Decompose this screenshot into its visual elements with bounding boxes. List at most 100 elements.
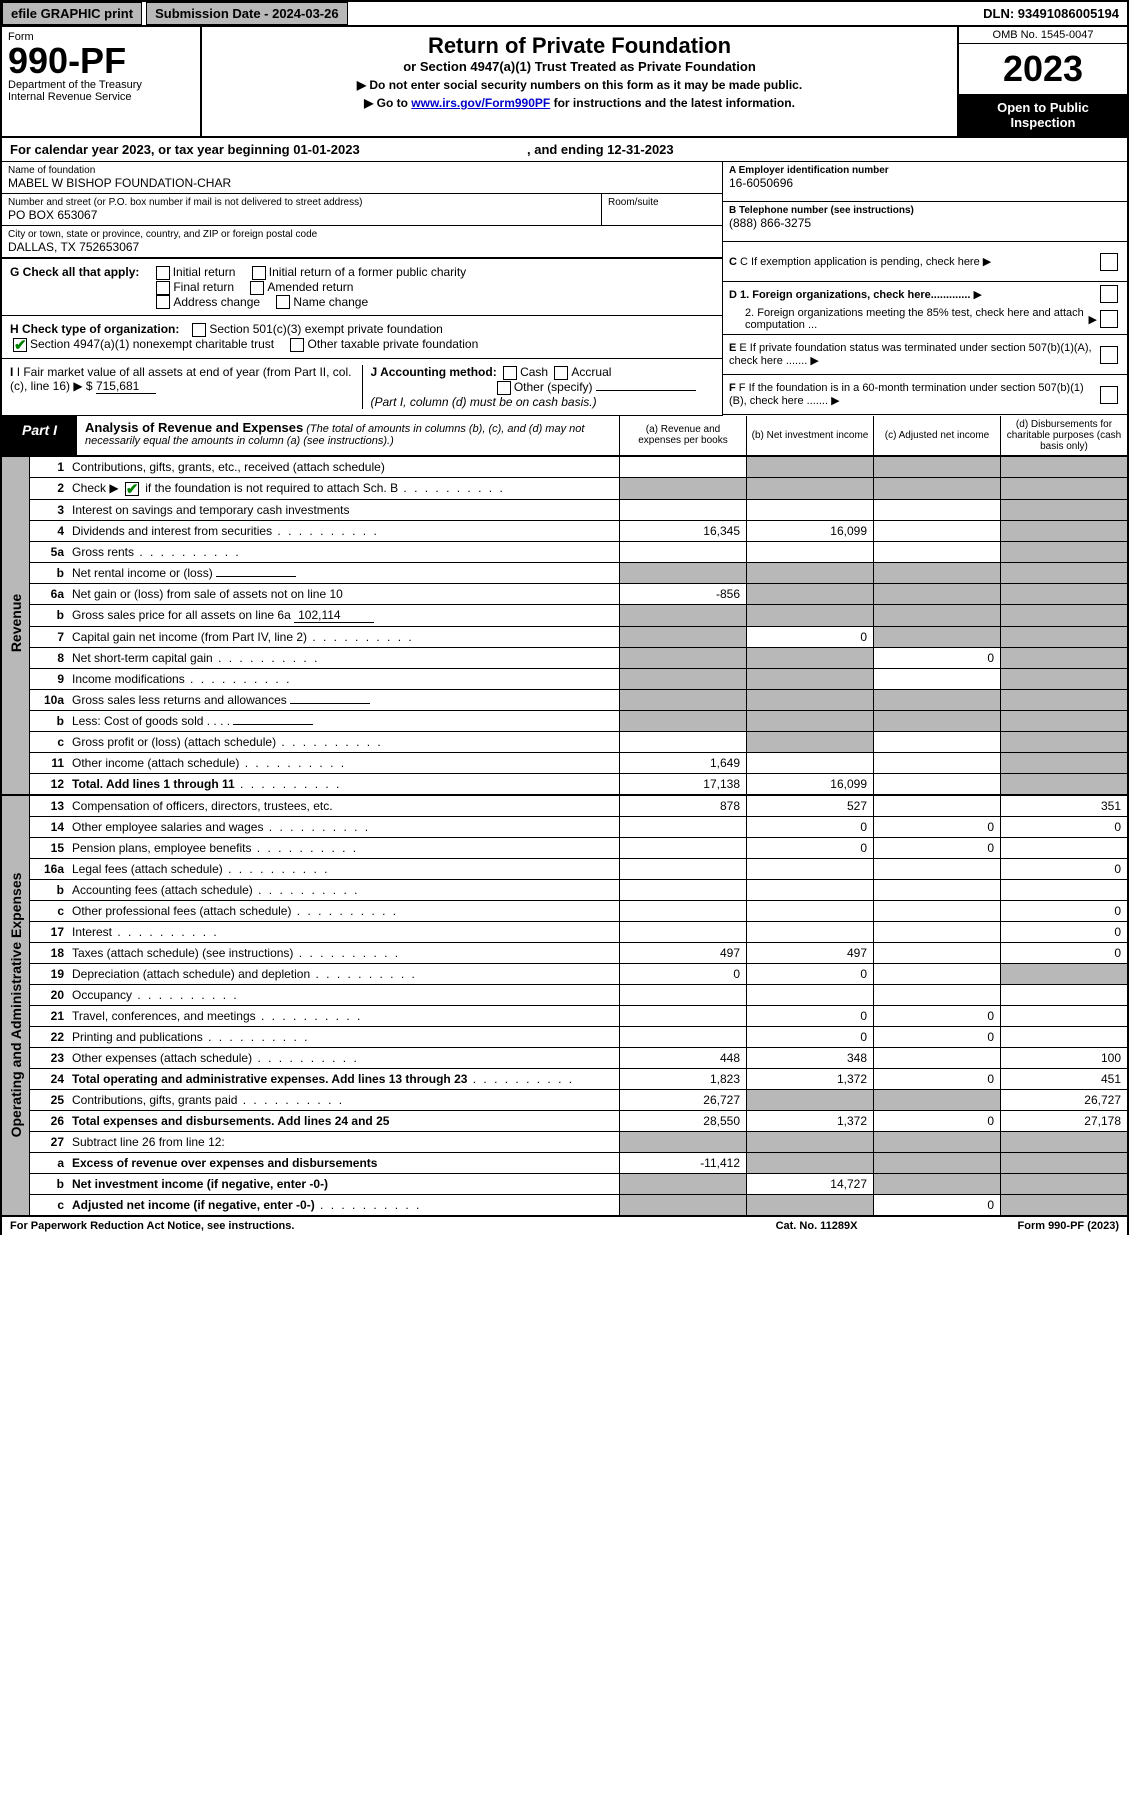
row-27: Subtract line 26 from line 12: — [68, 1132, 619, 1152]
fmv-value: 715,681 — [96, 379, 156, 394]
cash-checkbox[interactable] — [503, 366, 517, 380]
row-21: Travel, conferences, and meetings — [68, 1006, 619, 1026]
row-5b: Net rental income or (loss) — [68, 563, 619, 583]
ssn-note: ▶ Do not enter social security numbers o… — [212, 78, 947, 92]
other-taxable-checkbox[interactable] — [290, 338, 304, 352]
accrual-checkbox[interactable] — [554, 366, 568, 380]
col-a-header: (a) Revenue and expenses per books — [619, 416, 746, 455]
row-16c: Other professional fees (attach schedule… — [68, 901, 619, 921]
row-10c: Gross profit or (loss) (attach schedule) — [68, 732, 619, 752]
form-title: Return of Private Foundation — [212, 33, 947, 59]
col-b-header: (b) Net investment income — [746, 416, 873, 455]
row-6a: Net gain or (loss) from sale of assets n… — [68, 584, 619, 604]
dln: DLN: 93491086005194 — [975, 3, 1127, 24]
street-address: PO BOX 653067 — [8, 208, 595, 222]
cat-no: Cat. No. 11289X — [776, 1220, 858, 1232]
row-7: Capital gain net income (from Part IV, l… — [68, 627, 619, 647]
row-16a: Legal fees (attach schedule) — [68, 859, 619, 879]
tax-year: 2023 — [959, 44, 1127, 94]
row-23: Other expenses (attach schedule) — [68, 1048, 619, 1068]
col-d-header: (d) Disbursements for charitable purpose… — [1000, 416, 1127, 455]
irs-link[interactable]: www.irs.gov/Form990PF — [411, 96, 550, 110]
row-4: Dividends and interest from securities — [68, 521, 619, 541]
501c3-checkbox[interactable] — [192, 323, 206, 337]
open-to-public: Open to Public Inspection — [959, 94, 1127, 136]
address-change-checkbox[interactable] — [156, 295, 170, 309]
other-method-checkbox[interactable] — [497, 381, 511, 395]
row-15: Pension plans, employee benefits — [68, 838, 619, 858]
expenses-section: Operating and Administrative Expenses 13… — [0, 796, 1129, 1217]
section-g: G Check all that apply: Initial return I… — [2, 258, 722, 315]
row-9: Income modifications — [68, 669, 619, 689]
page-footer: For Paperwork Reduction Act Notice, see … — [0, 1217, 1129, 1235]
row-17: Interest — [68, 922, 619, 942]
initial-return-checkbox[interactable] — [156, 266, 170, 280]
section-h: H Check type of organization: Section 50… — [2, 315, 722, 358]
section-f: F F If the foundation is in a 60-month t… — [729, 382, 1097, 407]
form-ref: Form 990-PF (2023) — [1018, 1220, 1120, 1232]
city-label: City or town, state or province, country… — [8, 229, 716, 240]
expenses-vtab: Operating and Administrative Expenses — [8, 872, 24, 1137]
phone-label: B Telephone number (see instructions) — [729, 205, 914, 216]
row-10a: Gross sales less returns and allowances — [68, 690, 619, 710]
row-10b: Less: Cost of goods sold . . . . — [68, 711, 619, 731]
foundation-name: MABEL W BISHOP FOUNDATION-CHAR — [8, 176, 716, 190]
terminated-checkbox[interactable] — [1100, 346, 1118, 364]
row-24: Total operating and administrative expen… — [68, 1069, 619, 1089]
part1-header: Part I Analysis of Revenue and Expenses … — [0, 416, 1129, 457]
row-5a: Gross rents — [68, 542, 619, 562]
section-d1: D 1. Foreign organizations, check here..… — [729, 289, 970, 301]
section-i: I I Fair market value of all assets at e… — [10, 365, 362, 409]
dept-irs: Internal Revenue Service — [8, 91, 194, 103]
form-header: Form 990-PF Department of the Treasury I… — [0, 27, 1129, 138]
paperwork-notice: For Paperwork Reduction Act Notice, see … — [10, 1220, 294, 1232]
calendar-year-line: For calendar year 2023, or tax year begi… — [0, 138, 1129, 162]
row-12: Total. Add lines 1 through 11 — [68, 774, 619, 794]
exemption-pending-checkbox[interactable] — [1100, 253, 1118, 271]
initial-former-checkbox[interactable] — [252, 266, 266, 280]
row-3: Interest on savings and temporary cash i… — [68, 500, 619, 520]
row-20: Occupancy — [68, 985, 619, 1005]
ein-label: A Employer identification number — [729, 165, 889, 176]
row-27a: Excess of revenue over expenses and disb… — [68, 1153, 619, 1173]
row-2: Check ▶ if the foundation is not require… — [68, 478, 619, 499]
section-e: E E If private foundation status was ter… — [729, 342, 1097, 367]
amended-return-checkbox[interactable] — [250, 281, 264, 295]
part1-tag: Part I — [2, 416, 77, 455]
room-label: Room/suite — [608, 197, 716, 208]
dept-treasury: Department of the Treasury — [8, 79, 194, 91]
row-27b: Net investment income (if negative, ente… — [68, 1174, 619, 1194]
60month-checkbox[interactable] — [1100, 386, 1118, 404]
row-1: Contributions, gifts, grants, etc., rece… — [68, 457, 619, 477]
row-25: Contributions, gifts, grants paid — [68, 1090, 619, 1110]
phone: (888) 866-3275 — [729, 216, 1121, 230]
section-j: J Accounting method: Cash Accrual Other … — [362, 365, 715, 409]
row-11: Other income (attach schedule) — [68, 753, 619, 773]
efile-print-button[interactable]: efile GRAPHIC print — [2, 2, 142, 25]
row-27c: Adjusted net income (if negative, enter … — [68, 1195, 619, 1215]
submission-date: Submission Date - 2024-03-26 — [146, 2, 348, 25]
col-c-header: (c) Adjusted net income — [873, 416, 1000, 455]
row-8: Net short-term capital gain — [68, 648, 619, 668]
85pct-test-checkbox[interactable] — [1100, 310, 1118, 328]
revenue-section: Revenue 1Contributions, gifts, grants, e… — [0, 457, 1129, 796]
row-19: Depreciation (attach schedule) and deple… — [68, 964, 619, 984]
foreign-org-checkbox[interactable] — [1100, 285, 1118, 303]
addr-label: Number and street (or P.O. box number if… — [8, 197, 595, 208]
city-state-zip: DALLAS, TX 752653067 — [8, 240, 716, 254]
form-subtitle: or Section 4947(a)(1) Trust Treated as P… — [212, 59, 947, 74]
row-14: Other employee salaries and wages — [68, 817, 619, 837]
section-c-text: C If exemption application is pending, c… — [740, 256, 980, 268]
row-6b: Gross sales price for all assets on line… — [68, 605, 619, 626]
name-change-checkbox[interactable] — [276, 295, 290, 309]
row-18: Taxes (attach schedule) (see instruction… — [68, 943, 619, 963]
name-label: Name of foundation — [8, 165, 716, 176]
schb-checkbox[interactable] — [125, 482, 139, 496]
ein: 16-6050696 — [729, 176, 1121, 190]
row-26: Total expenses and disbursements. Add li… — [68, 1111, 619, 1131]
row-13: Compensation of officers, directors, tru… — [68, 796, 619, 816]
link-note: ▶ Go to www.irs.gov/Form990PF for instru… — [212, 96, 947, 110]
final-return-checkbox[interactable] — [156, 281, 170, 295]
row-16b: Accounting fees (attach schedule) — [68, 880, 619, 900]
4947a1-checkbox[interactable] — [13, 338, 27, 352]
